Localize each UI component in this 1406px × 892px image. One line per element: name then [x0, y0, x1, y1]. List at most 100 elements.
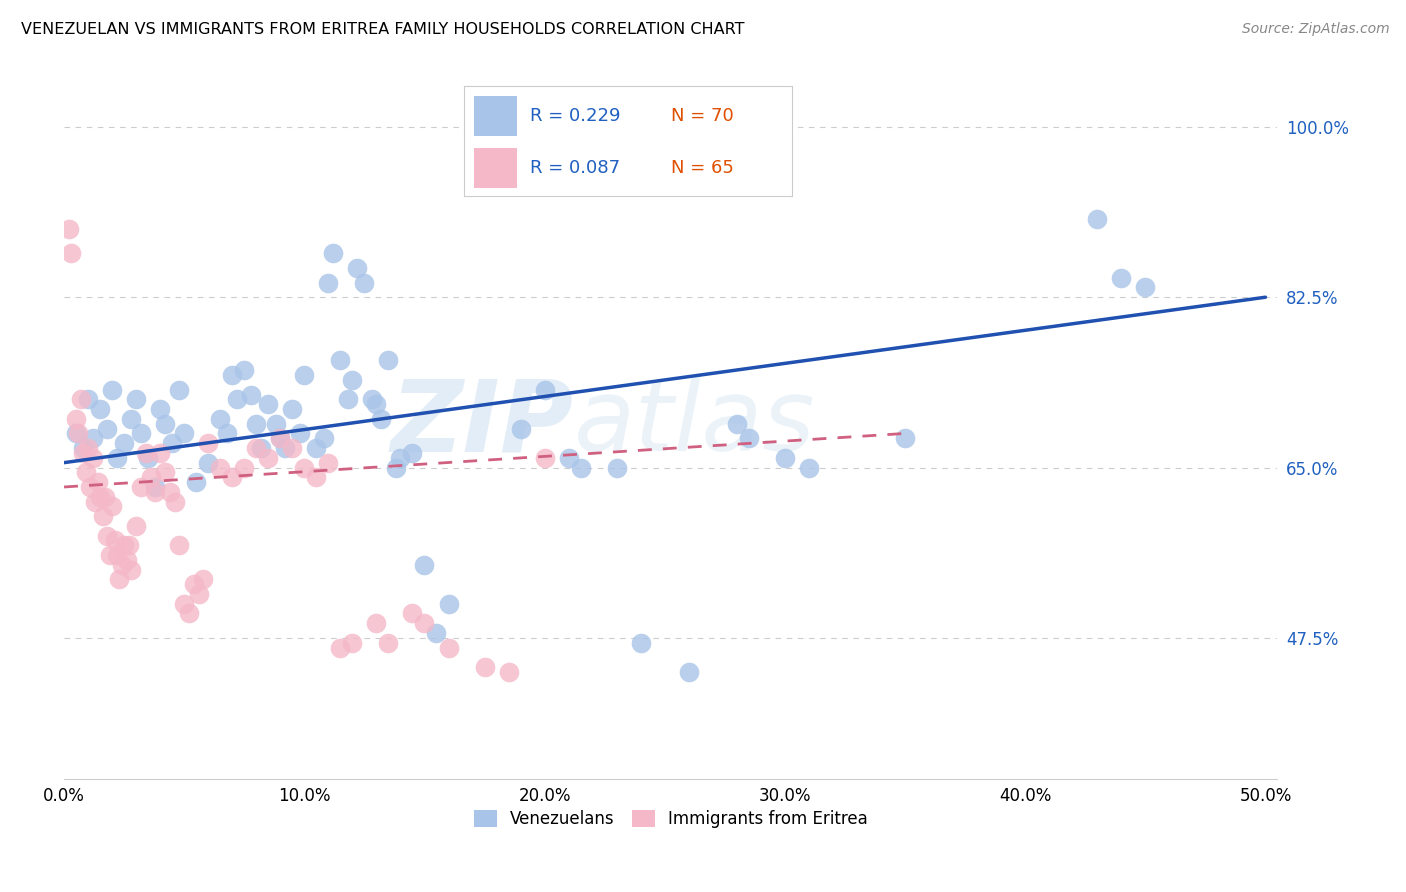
Point — [318, 276, 340, 290]
Point — [1111, 270, 1133, 285]
Point — [65, 426, 87, 441]
Point — [120, 412, 142, 426]
Point — [281, 402, 304, 417]
Point — [101, 500, 124, 514]
Point — [678, 665, 700, 679]
Point — [292, 460, 315, 475]
Point — [60, 246, 83, 260]
Point — [58, 222, 80, 236]
Point — [437, 640, 460, 655]
Point — [96, 528, 118, 542]
Point — [197, 436, 219, 450]
Point — [77, 441, 100, 455]
Point — [153, 466, 176, 480]
Point — [84, 494, 107, 508]
Point — [509, 421, 531, 435]
Point — [217, 426, 239, 441]
Point — [70, 392, 93, 407]
Point — [125, 519, 148, 533]
Point — [336, 392, 359, 407]
Point — [498, 665, 520, 679]
Point — [377, 353, 399, 368]
Text: atlas: atlas — [574, 376, 815, 472]
Point — [233, 363, 256, 377]
Point — [75, 466, 97, 480]
Point — [86, 475, 108, 489]
Point — [245, 441, 267, 455]
Point — [72, 446, 94, 460]
Point — [346, 260, 368, 275]
Point — [226, 392, 249, 407]
Point — [738, 431, 761, 445]
Point — [269, 431, 291, 445]
Point — [136, 450, 159, 465]
Point — [329, 353, 352, 368]
Point — [153, 417, 176, 431]
Point — [630, 635, 652, 649]
Point — [312, 431, 335, 445]
Point — [257, 397, 280, 411]
Point — [118, 538, 141, 552]
Point — [112, 538, 135, 552]
Point — [250, 441, 273, 455]
Point — [318, 456, 340, 470]
Point — [105, 548, 128, 562]
Point — [105, 450, 128, 465]
Point — [103, 533, 125, 548]
Point — [94, 490, 117, 504]
Point — [413, 558, 436, 572]
Point — [197, 456, 219, 470]
Point — [474, 660, 496, 674]
Point — [384, 460, 406, 475]
Point — [169, 383, 191, 397]
Point — [139, 470, 162, 484]
Point — [437, 597, 460, 611]
Point — [120, 563, 142, 577]
Point — [169, 538, 191, 552]
Point — [82, 431, 104, 445]
Point — [322, 246, 344, 260]
Point — [77, 392, 100, 407]
Point — [269, 431, 291, 445]
Text: Source: ZipAtlas.com: Source: ZipAtlas.com — [1241, 22, 1389, 37]
Point — [377, 635, 399, 649]
Point — [342, 373, 364, 387]
Point — [1085, 212, 1108, 227]
Point — [177, 607, 200, 621]
Point — [149, 402, 172, 417]
Point — [401, 607, 423, 621]
Point — [773, 450, 796, 465]
Point — [89, 490, 111, 504]
Point — [173, 426, 195, 441]
Point — [173, 597, 195, 611]
Point — [112, 436, 135, 450]
Point — [257, 450, 280, 465]
Point — [725, 417, 748, 431]
Point — [96, 421, 118, 435]
Point — [342, 635, 364, 649]
Point — [245, 417, 267, 431]
Point — [82, 450, 104, 465]
Text: ZIP: ZIP — [391, 376, 574, 472]
Point — [65, 412, 87, 426]
Point — [125, 392, 148, 407]
Point — [389, 450, 412, 465]
Point — [129, 426, 152, 441]
Point — [413, 616, 436, 631]
Point — [79, 480, 101, 494]
Point — [606, 460, 628, 475]
Point — [366, 616, 388, 631]
Point — [305, 470, 328, 484]
Point — [288, 426, 311, 441]
Point — [186, 475, 208, 489]
Point — [129, 480, 152, 494]
Point — [183, 577, 205, 591]
Point — [533, 383, 555, 397]
Point — [163, 494, 186, 508]
Point — [360, 392, 382, 407]
Point — [193, 573, 215, 587]
Point — [353, 276, 375, 290]
Point — [209, 460, 232, 475]
Point — [425, 626, 447, 640]
Point — [89, 402, 111, 417]
